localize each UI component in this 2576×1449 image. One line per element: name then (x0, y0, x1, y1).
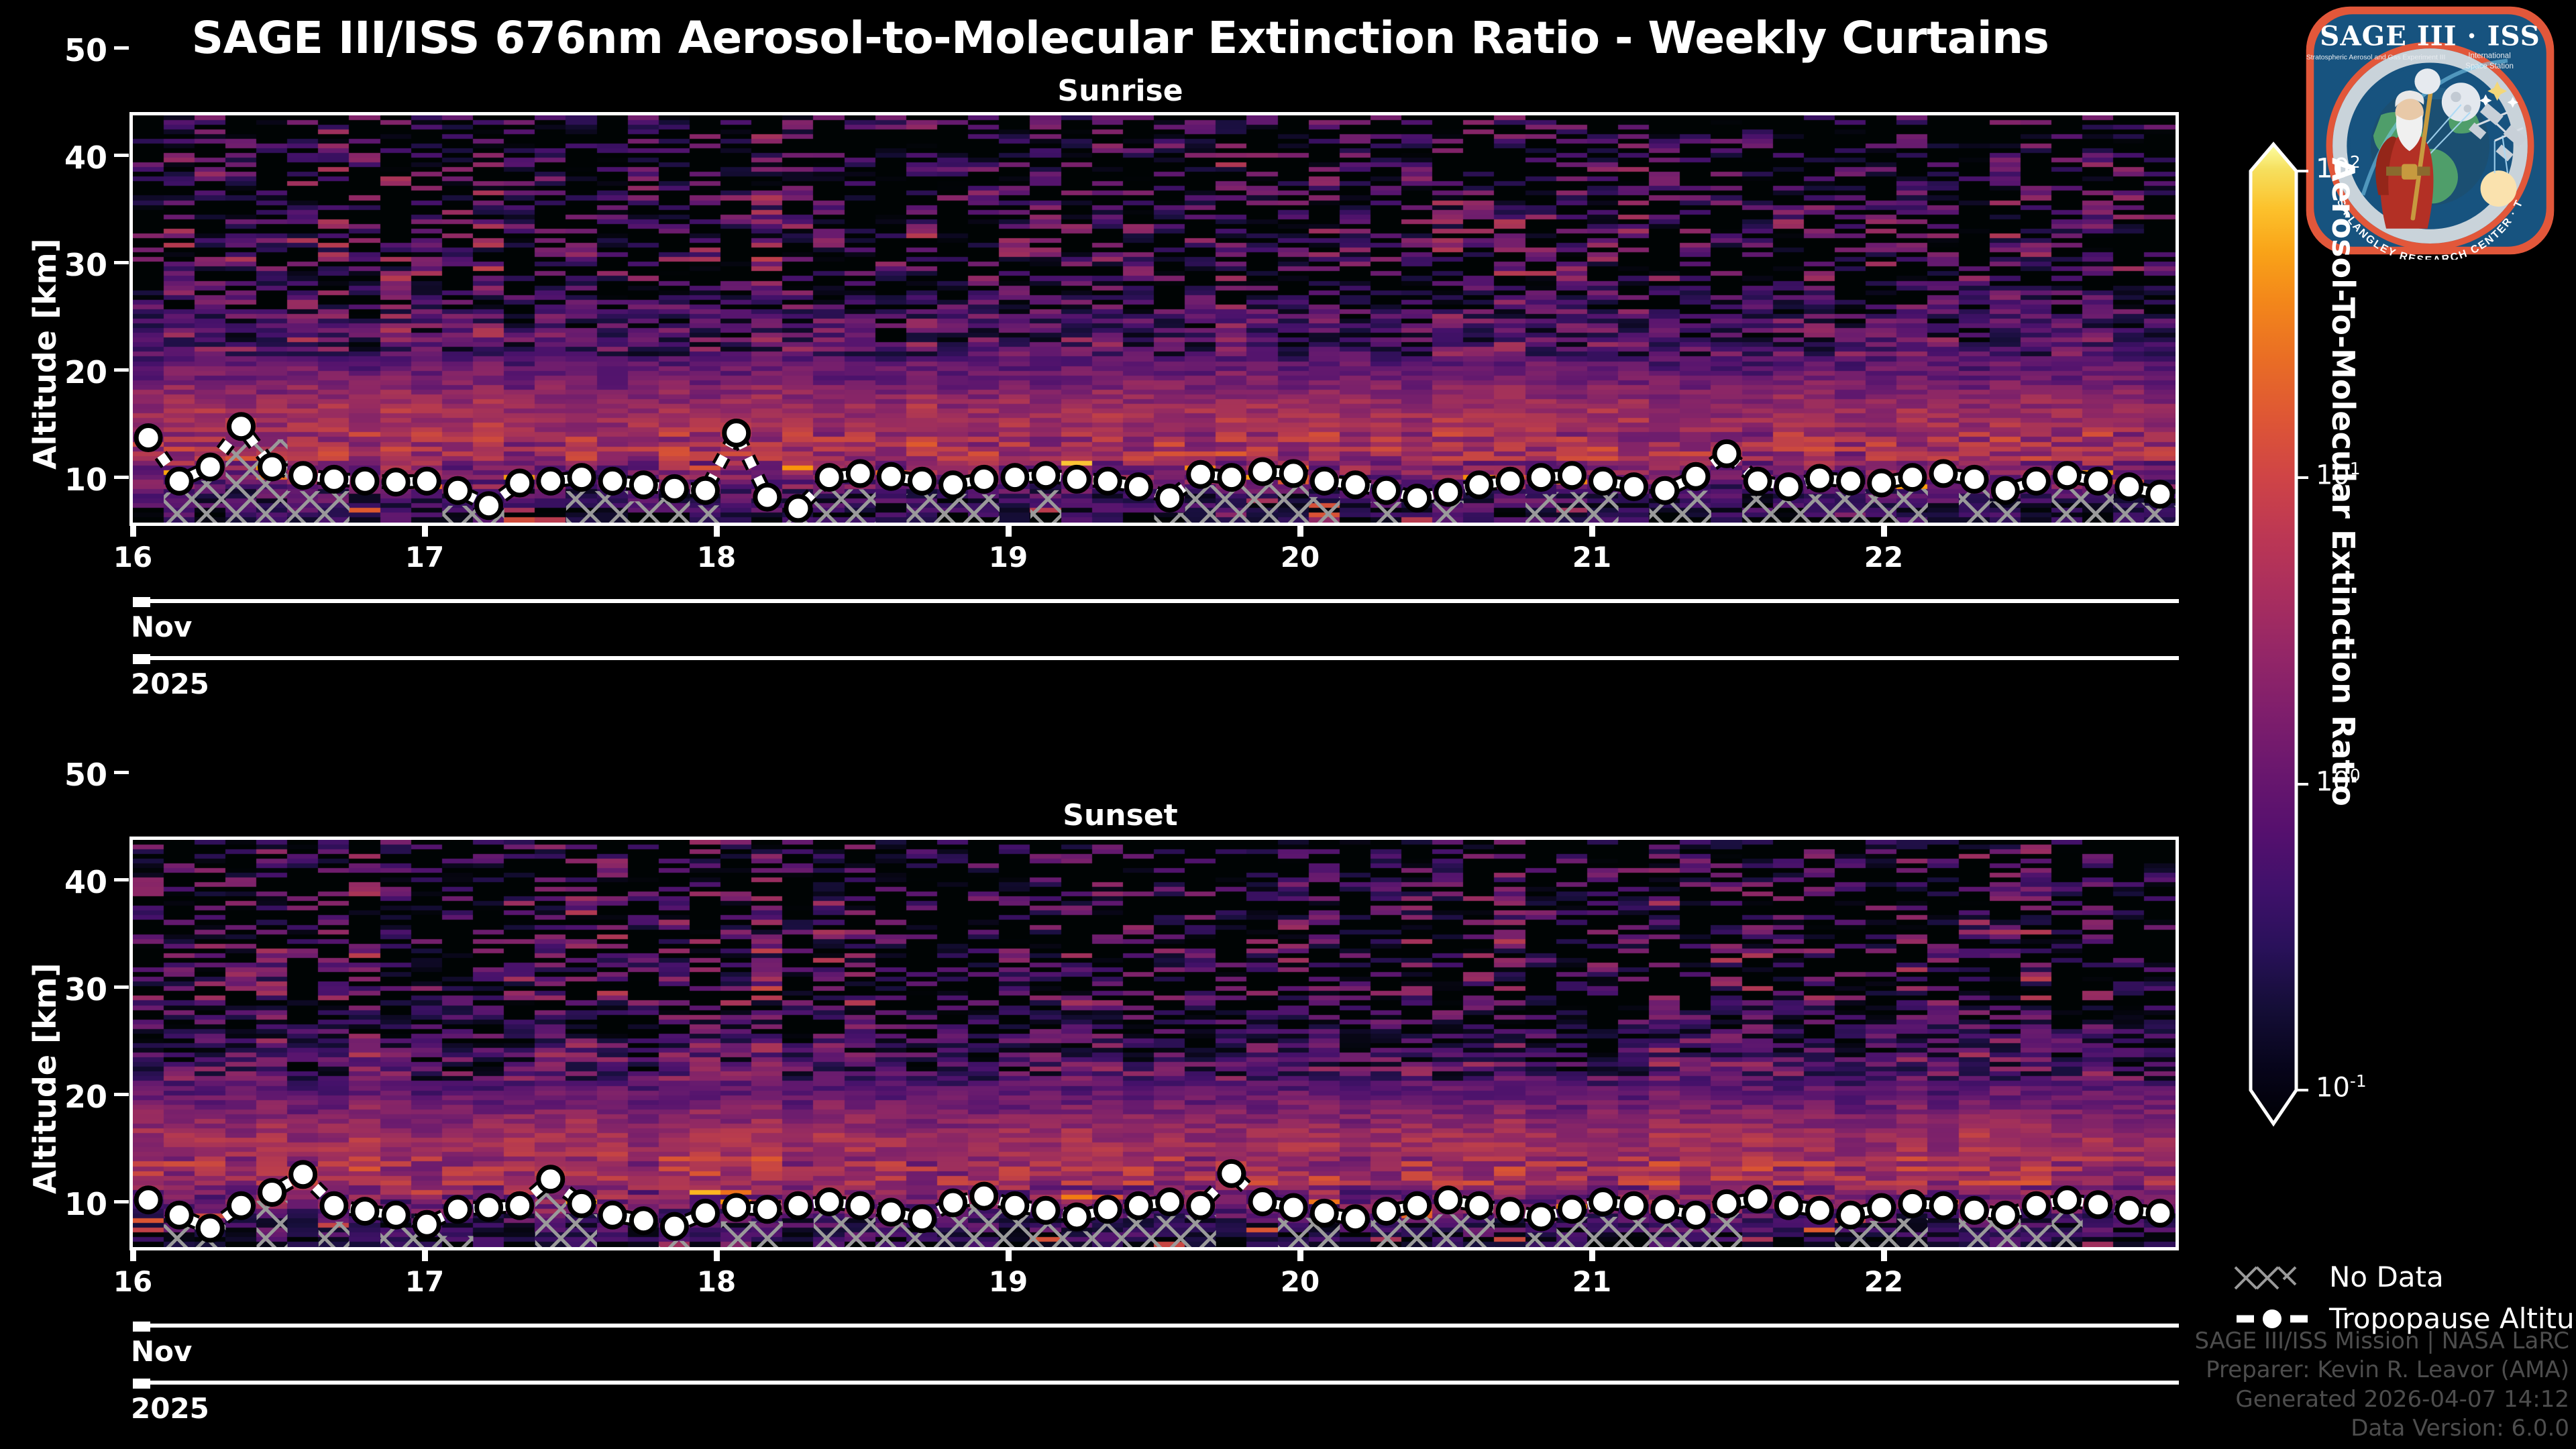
y-tick-20-sunset: 20 (64, 1079, 107, 1115)
colorbar-ticklabel-1e0: 100 (2316, 765, 2361, 798)
y-tick-30-sunset: 30 (64, 971, 107, 1008)
month-level-nub-sunrise (133, 597, 150, 607)
panel-title-sunset: Sunset (1063, 798, 1178, 833)
year-level-label-sunset: 2025 (131, 1392, 209, 1425)
y-tick-50-sunset: 50 (64, 757, 107, 793)
patch-subtitle-right-2: Space Station (2465, 62, 2514, 70)
y-tickmark-20-sunset (114, 1093, 129, 1096)
y-tick-40-sunrise: 40 (64, 140, 107, 176)
x-tickmark-18 (714, 1250, 720, 1261)
x-tick-label-18: 18 (696, 541, 737, 574)
y-tickmark-50-sunset (114, 771, 129, 774)
x-tickmark-19 (1006, 526, 1012, 537)
x-tick-label-20: 20 (1280, 1265, 1320, 1298)
y-tickmark-50-sunrise (114, 46, 129, 50)
legend-label-tropopause: Tropopause Altitude (2329, 1302, 2576, 1335)
panel-sunrise: Sunrise Altitude [km] 10 20 30 40 50 16 1… (0, 0, 2241, 724)
month-level-rule-sunrise (133, 599, 2179, 603)
legend-item-no-data[interactable]: No Data (2234, 1258, 2569, 1299)
patch-heading: SAGE III · ISS (2320, 19, 2540, 52)
y-tickmark-40-sunrise (114, 154, 129, 157)
month-level-label-sunrise: Nov (131, 610, 193, 643)
x-tickmark-20 (1297, 1250, 1303, 1261)
year-level-rule-sunrise (133, 656, 2179, 660)
x-tick-label-16: 16 (113, 541, 153, 574)
year-level-nub-sunrise (133, 654, 150, 664)
x-tick-label-21: 21 (1572, 1265, 1612, 1298)
sage-iii-iss-mission-patch-logo: SAGE III · ISS Stratospheric Aerosol and… (2296, 0, 2559, 266)
colorbar-tickmark-1em1 (2296, 1089, 2308, 1091)
x-tickmark-18 (714, 526, 720, 537)
x-tick-label-19: 19 (988, 541, 1028, 574)
footer-line-version: Data Version: 6.0.0 (2351, 1415, 2569, 1442)
y-tickmark-20-sunrise (114, 368, 129, 372)
x-tick-label-19: 19 (988, 1265, 1028, 1298)
colorbar-tickmark-1e2 (2296, 170, 2308, 172)
month-level-rule-sunset (133, 1324, 2179, 1328)
x-tick-label-17: 17 (405, 541, 445, 574)
footer-line-generated: Generated 2026-04-07 14:12 (2235, 1385, 2569, 1413)
y-tickmark-40-sunset (114, 878, 129, 881)
y-tick-50-sunrise: 50 (64, 32, 107, 68)
patch-subtitle-right-1: International (2468, 52, 2510, 60)
heatmap-canvas-sunset (133, 840, 2176, 1247)
x-tick-label-17: 17 (405, 1265, 445, 1298)
colorbar-axis-label: Aerosol-To-Molecular Extinction Ratio (2325, 158, 2361, 806)
x-tickmark-21 (1589, 1250, 1595, 1261)
y-tick-10-sunset: 10 (64, 1186, 107, 1222)
y-tick-30-sunrise: 30 (64, 247, 107, 283)
x-tickmark-19 (1006, 1250, 1012, 1261)
legend-item-tropopause[interactable]: Tropopause Altitude (2234, 1299, 2576, 1341)
x-tickmark-17 (422, 526, 428, 537)
footer-line-mission: SAGE III/ISS Mission | NASA LaRC (2194, 1327, 2569, 1354)
x-tick-label-21: 21 (1572, 541, 1612, 574)
panel-sunset: Sunset Altitude [km] 10 20 30 40 50 16 17… (0, 724, 2241, 1449)
x-tickmark-16 (130, 1250, 136, 1261)
patch-subtitle-left: Stratospheric Aerosol and Gas Experiment… (2306, 54, 2446, 62)
y-tick-20-sunrise: 20 (64, 354, 107, 390)
year-level-label-sunrise: 2025 (131, 667, 209, 700)
footer-line-preparer: Preparer: Kevin R. Leavor (AMA) (2206, 1356, 2569, 1384)
x-tick-label-22: 22 (1864, 1265, 1904, 1298)
colorbar-tickmark-1e1 (2296, 476, 2308, 479)
x-tickmark-22 (1881, 526, 1887, 537)
colorbar-tickmark-1e0 (2296, 783, 2308, 786)
month-level-nub-sunset (133, 1322, 150, 1332)
legend-label-no-data: No Data (2329, 1260, 2444, 1293)
x-tick-label-18: 18 (696, 1265, 737, 1298)
x-tick-label-22: 22 (1864, 541, 1904, 574)
month-level-label-sunset: Nov (131, 1335, 193, 1368)
year-level-rule-sunset (133, 1381, 2179, 1385)
y-tickmark-30-sunrise (114, 261, 129, 264)
y-tickmark-10-sunrise (114, 476, 129, 479)
heatmap-canvas-sunrise (133, 115, 2176, 523)
colorbar[interactable]: 102 101 100 10-1 Aerosol-To-Molecular Ex… (2241, 77, 2576, 1171)
y-tick-10-sunrise: 10 (64, 462, 107, 498)
year-level-nub-sunset (133, 1379, 150, 1389)
dashed-marker-line-icon (2237, 1308, 2308, 1330)
heatmap-plot-sunset[interactable] (129, 837, 2179, 1250)
x-tickmark-20 (1297, 526, 1303, 537)
y-tickmark-30-sunset (114, 985, 129, 989)
colorbar-ticklabel-1e1: 101 (2316, 459, 2361, 491)
page-title: SAGE III/ISS 676nm Aerosol-to-Molecular … (191, 12, 2049, 64)
x-tickmark-22 (1881, 1250, 1887, 1261)
y-tick-40-sunset: 40 (64, 864, 107, 900)
legend: No Data Tropopause Altitude (2234, 1258, 2576, 1341)
panel-title-sunrise: Sunrise (1057, 74, 1183, 108)
x-tick-label-16: 16 (113, 1265, 153, 1298)
x-tickmark-21 (1589, 526, 1595, 537)
colorbar-ticklabel-1em1: 10-1 (2316, 1071, 2367, 1104)
y-tickmark-10-sunset (114, 1200, 129, 1203)
heatmap-plot-sunrise[interactable] (129, 112, 2179, 526)
x-tickmark-17 (422, 1250, 428, 1261)
colorbar-ticklabel-1e2: 102 (2316, 152, 2361, 184)
footer-credits: SAGE III/ISS Mission | NASA LaRC Prepare… (2194, 1327, 2569, 1444)
x-tick-label-20: 20 (1280, 541, 1320, 574)
hatch-cross-icon (2234, 1266, 2297, 1290)
x-tickmark-16 (130, 526, 136, 537)
